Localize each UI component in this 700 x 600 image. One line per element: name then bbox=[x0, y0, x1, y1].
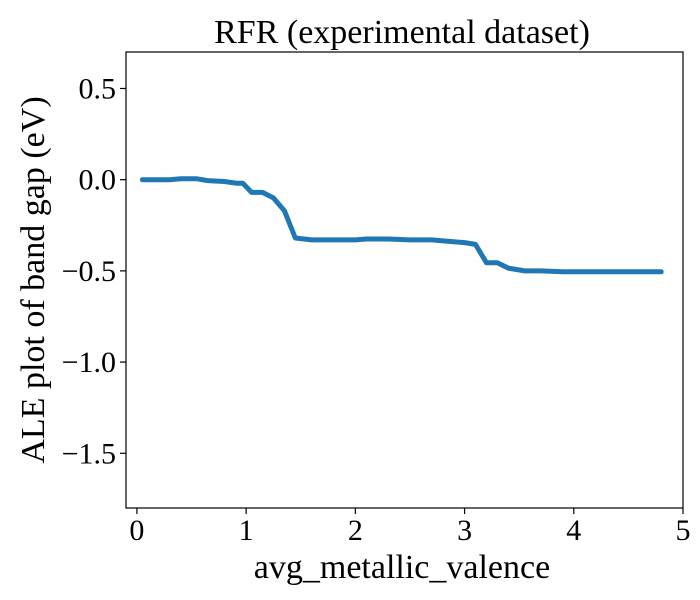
series-layer bbox=[139, 176, 664, 275]
y-axis-ticks: 0.5 0.0 −0.5 −1.0 −1.5 bbox=[62, 72, 126, 470]
x-tick-label: 2 bbox=[348, 514, 363, 547]
x-tick-label: 4 bbox=[566, 514, 581, 547]
x-tick-label: 5 bbox=[676, 514, 691, 547]
x-tick-label: 1 bbox=[239, 514, 254, 547]
x-tick-label: 3 bbox=[457, 514, 472, 547]
series-line bbox=[139, 176, 664, 275]
y-axis-label: ALE plot of band gap (eV) bbox=[15, 96, 52, 463]
y-tick-label: 0.5 bbox=[79, 72, 117, 105]
x-axis-label: avg_metallic_valence bbox=[254, 549, 550, 586]
x-tick-label: 0 bbox=[129, 514, 144, 547]
chart-title: RFR (experimental dataset) bbox=[214, 14, 590, 51]
x-axis-ticks: 0 1 2 3 4 5 bbox=[129, 508, 691, 547]
y-tick-label: −1.5 bbox=[62, 437, 116, 470]
plot-frame bbox=[125, 51, 684, 509]
y-tick-label: −0.5 bbox=[62, 255, 116, 288]
y-tick-label: 0.0 bbox=[79, 164, 117, 197]
y-tick-label: −1.0 bbox=[62, 346, 116, 379]
